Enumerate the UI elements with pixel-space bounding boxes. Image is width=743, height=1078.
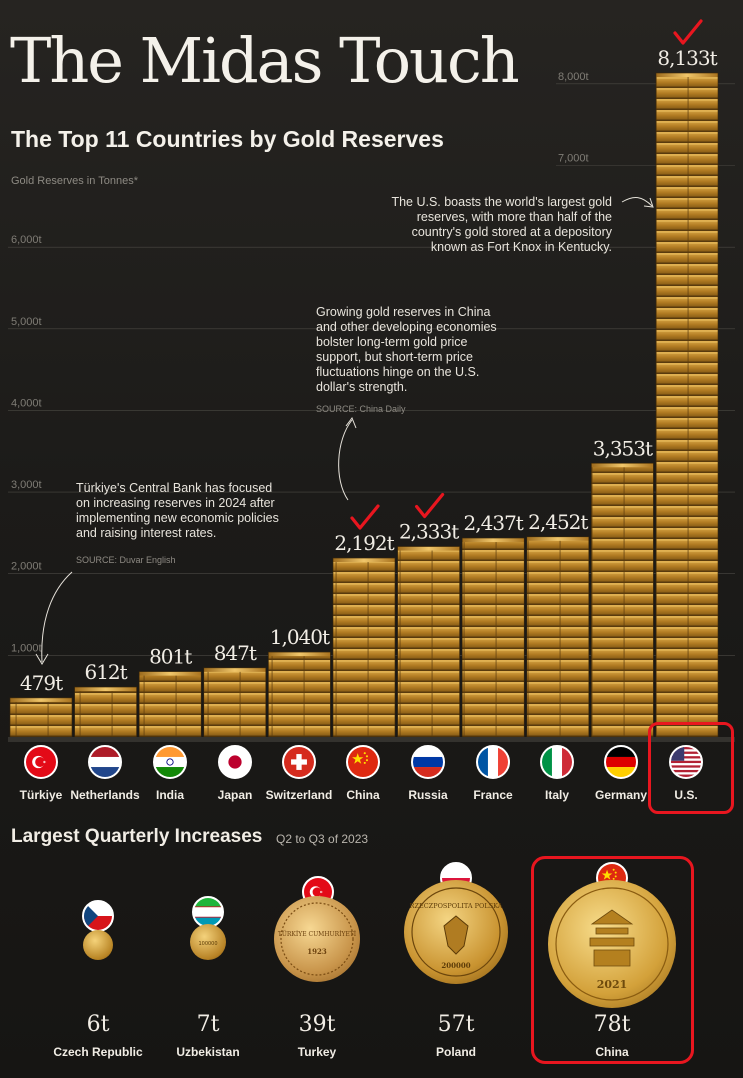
bar-value-label: 1,040t [270, 625, 330, 649]
us-highlight-box [648, 722, 734, 814]
uzbekistan-coin: 100000 [190, 924, 226, 960]
bar-france [461, 537, 525, 738]
increase-value-uzbekistan: 7t [196, 1012, 220, 1037]
bar-value-label: 479t [20, 671, 63, 695]
bar-russia [397, 546, 460, 738]
turkey-coin-text: TÜRKİYE CUMHURİYETİ [278, 931, 357, 938]
bar-trkiye [9, 697, 73, 738]
gold-reserves-chart: 1,000t 2,000t 3,000t 4,000t 5,000t 6,000t 7,00… [8, 19, 735, 742]
annotation-arrow-china [338, 419, 353, 501]
increases-period: Q2 to Q3 of 2023 [276, 832, 369, 846]
bar-value-label: 847t [214, 641, 257, 665]
increase-country-czech: Czech Republic [53, 1045, 143, 1059]
china-highlight-box [531, 856, 694, 1064]
bar-netherlands [74, 686, 137, 738]
country-label-japan: Japan [217, 788, 253, 802]
annotation-arrow-us-head [643, 197, 654, 208]
china-coin-year: 2021 [597, 978, 628, 991]
check-mark-icon [350, 504, 380, 530]
country-label-france: France [473, 788, 513, 802]
increase-country-china: China [595, 1045, 629, 1059]
annotation-arrow-turkiye [41, 571, 73, 663]
china-flag-icon [346, 745, 380, 779]
country-label-china: China [346, 788, 380, 802]
bar-value-label: 612t [84, 660, 127, 684]
italy-flag-icon [540, 745, 574, 779]
check-mark-icon [415, 492, 445, 519]
uzbek-coin-text: 100000 [198, 941, 217, 947]
india-flag-icon [153, 745, 187, 779]
bar-value-label: 801t [149, 645, 192, 669]
poland-coin-text: RZECZPOSPOLITA POLSKA [410, 902, 503, 910]
turkiye-flag-icon [24, 745, 58, 779]
increase-value-turkey: 39t [298, 1012, 336, 1037]
y-tick-label: 3,000t [11, 479, 42, 491]
turkey-coin-year: 1923 [307, 947, 327, 956]
uzbekistan-flag-icon [192, 896, 224, 928]
annotation-china-source: SOURCE: China Daily [316, 404, 406, 414]
country-label-turkiye: Türkiye [19, 788, 63, 802]
y-tick-label: 8,000t [558, 71, 589, 83]
bar-us [655, 72, 719, 738]
bar-value-label: 2,437t [464, 511, 524, 535]
bar-japan [203, 667, 267, 738]
increase-country-poland: Poland [435, 1045, 476, 1059]
annotation-turkiye: Türkiye's Central Bank has focused on in… [76, 481, 279, 540]
increase-value-czech: 6t [86, 1012, 110, 1037]
czech-flag-icon [82, 900, 114, 932]
annotation-arrow-us [621, 197, 653, 207]
increase-country-turkey: Turkey [297, 1045, 337, 1059]
page-subtitle: The Top 11 Countries by Gold Reserves [11, 126, 444, 152]
y-tick-label: 6,000t [11, 234, 42, 246]
china-coin: 2021 [548, 880, 676, 1008]
bar-germany [591, 462, 654, 738]
turkey-coin: TÜRKİYE CUMHURİYETİ 1923 [274, 896, 360, 982]
increase-country-uzbekistan: Uzbekistan [176, 1045, 240, 1059]
poland-coin-value: 200000 [441, 961, 470, 970]
check-mark-icon [673, 19, 703, 45]
increase-value-china: 78t [593, 1012, 631, 1037]
bar-italy [526, 536, 590, 738]
annotation-us: The U.S. boasts the world's largest gold… [391, 195, 612, 254]
country-label-india: India [155, 788, 184, 802]
chart-baseline [8, 737, 735, 742]
page-title: The Midas Touch [10, 24, 520, 97]
czech-coin [83, 930, 113, 960]
country-label-germany: Germany [594, 788, 648, 802]
annotation-turkiye-source: SOURCE: Duvar English [76, 555, 176, 565]
bar-value-label: 3,353t [593, 436, 653, 460]
y-tick-label: 2,000t [11, 561, 42, 573]
russia-flag-icon [411, 745, 445, 779]
y-tick-label: 5,000t [11, 316, 42, 328]
bar-value-label: 2,333t [399, 520, 459, 544]
bar-switzerland [268, 651, 331, 738]
unit-label: Gold Reserves in Tonnes* [11, 175, 138, 187]
country-label-switzerland: Switzerland [265, 788, 333, 802]
increases-title: Largest Quarterly Increases [11, 826, 263, 847]
annotation-arrow-turkiye-head [35, 653, 49, 665]
france-flag-icon [476, 745, 510, 779]
y-tick-label: 1,000t [11, 642, 42, 654]
germany-flag-icon [604, 745, 638, 779]
country-label-netherlands: Netherlands [70, 788, 140, 802]
increase-value-poland: 57t [437, 1012, 475, 1037]
switzerland-flag-icon [282, 745, 316, 779]
us-flag-icon [669, 745, 703, 779]
country-label-russia: Russia [408, 788, 448, 802]
netherlands-flag-icon [88, 745, 122, 779]
y-tick-label: 7,000t [558, 153, 589, 165]
bar-india [138, 671, 202, 738]
annotation-china: Growing gold reserves in China and other… [316, 305, 497, 394]
bar-value-label: 2,192t [334, 531, 394, 555]
poland-coin: RZECZPOSPOLITA POLSKA 200000 [404, 880, 508, 984]
japan-flag-icon [218, 745, 252, 779]
annotation-arrow-china-head [345, 416, 357, 429]
bar-value-label: 2,452t [528, 510, 588, 534]
country-label-us: U.S. [674, 788, 698, 802]
bar-value-label: 8,133t [657, 46, 717, 70]
bar-china [332, 557, 396, 738]
y-tick-label: 4,000t [11, 397, 42, 409]
country-label-italy: Italy [544, 788, 569, 802]
